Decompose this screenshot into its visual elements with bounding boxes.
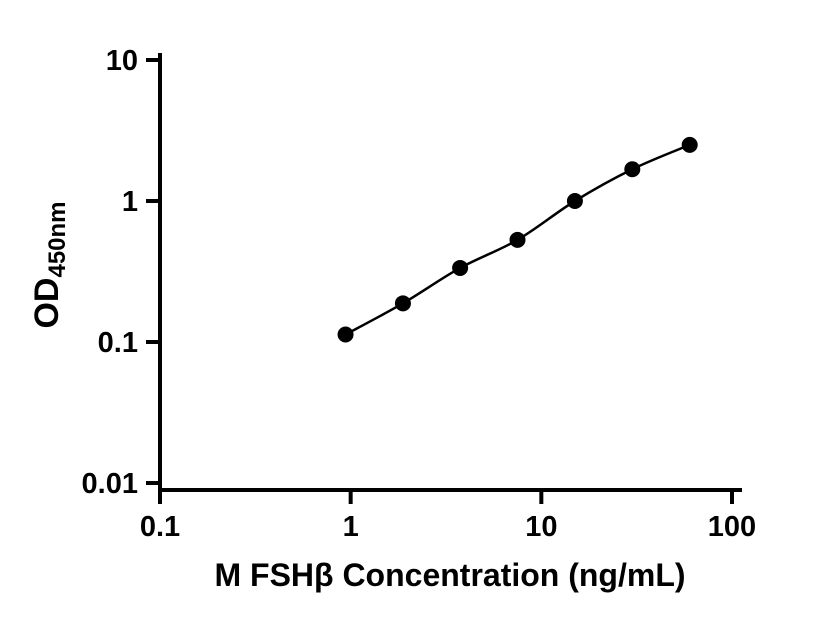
data-point (509, 231, 526, 248)
y-tick-label: 0.1 (98, 327, 138, 359)
x-tick-label: 100 (708, 511, 756, 543)
y-tick-label: 0.01 (82, 468, 138, 500)
data-point (681, 136, 698, 153)
y-tick-label: 10 (106, 45, 138, 77)
x-axis-label: M FSHβ Concentration (ng/mL) (214, 557, 685, 593)
data-series (337, 136, 698, 343)
y-axis-label-main: OD (28, 278, 66, 329)
ticks (146, 58, 734, 504)
data-point (566, 193, 583, 209)
data-point (337, 326, 354, 343)
x-tick-label: 0.1 (140, 511, 180, 543)
data-point (624, 161, 641, 178)
y-axis-label: OD450nm (28, 201, 71, 328)
data-point (394, 295, 411, 312)
x-tick-label: 1 (343, 511, 359, 543)
data-point (452, 259, 469, 276)
y-axis-label-subscript: 450nm (44, 201, 71, 277)
x-tick-label: 10 (525, 511, 557, 543)
y-tick-label: 1 (122, 186, 138, 218)
